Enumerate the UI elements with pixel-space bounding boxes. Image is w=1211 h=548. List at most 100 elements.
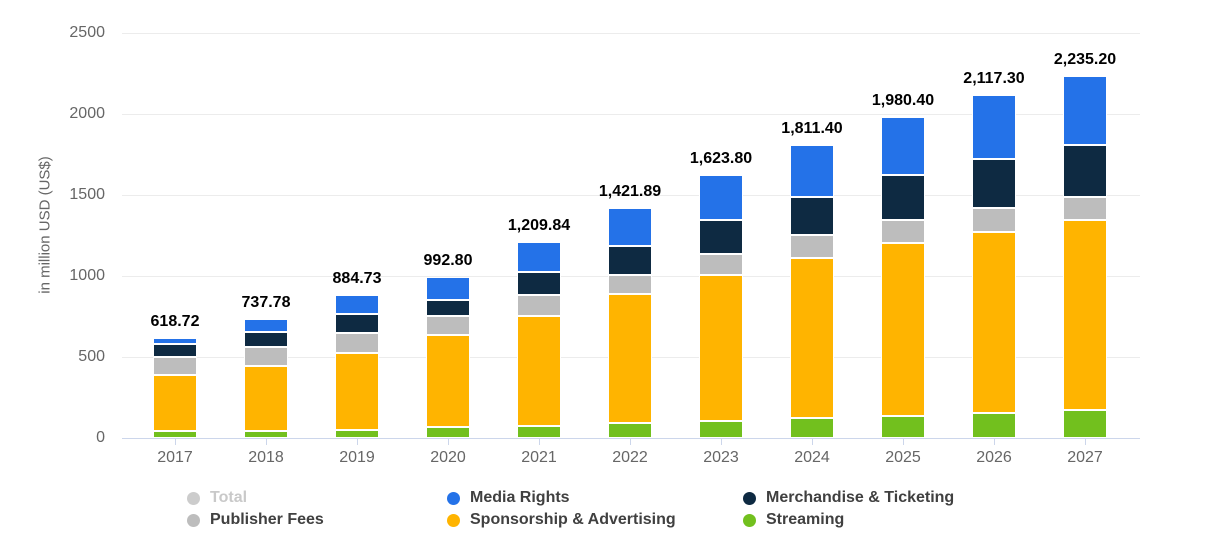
bar-segment-publisher-fees-2021[interactable]: [517, 295, 561, 317]
y-axis-tick-label: 2000: [69, 105, 105, 122]
bar-segment-streaming-2027[interactable]: [1063, 409, 1107, 438]
bar-segment-merchandise-ticketing-2020[interactable]: [426, 300, 470, 316]
bar-column-2025: [881, 117, 925, 438]
bar-segment-merchandise-ticketing-2027[interactable]: [1063, 144, 1107, 197]
x-axis-category-label: 2017: [157, 449, 193, 466]
bar-segment-publisher-fees-2027[interactable]: [1063, 196, 1107, 221]
bar-segment-merchandise-ticketing-2025[interactable]: [881, 174, 925, 221]
legend-item-sponsorship-advertising[interactable]: Sponsorship & Advertising: [447, 510, 676, 530]
bar-segment-sponsorship-advertising-2026[interactable]: [972, 232, 1016, 414]
bar-segment-sponsorship-advertising-2023[interactable]: [699, 275, 743, 421]
bar-segment-sponsorship-advertising-2025[interactable]: [881, 242, 925, 416]
bar-total-label: 1,980.40: [871, 92, 935, 110]
bar-segment-publisher-fees-2020[interactable]: [426, 315, 470, 336]
y-axis-tick-label: 1000: [69, 267, 105, 284]
bar-segment-media-rights-2024[interactable]: [790, 144, 834, 197]
bar-segment-publisher-fees-2026[interactable]: [972, 207, 1016, 233]
x-axis-category-label: 2026: [976, 449, 1012, 466]
bar-column-2022: [608, 207, 652, 438]
y-gridline: [122, 114, 1140, 115]
y-gridline: [122, 195, 1140, 196]
bar-segment-merchandise-ticketing-2018[interactable]: [244, 331, 288, 348]
bar-segment-media-rights-2022[interactable]: [608, 207, 652, 246]
bar-total-label: 2,117.30: [963, 70, 1025, 87]
x-axis-tick: [812, 438, 813, 445]
bar-segment-streaming-2023[interactable]: [699, 420, 743, 438]
bar-segment-merchandise-ticketing-2023[interactable]: [699, 219, 743, 255]
bar-segment-sponsorship-advertising-2022[interactable]: [608, 294, 652, 424]
legend-marker-total: [187, 491, 200, 505]
bar-segment-publisher-fees-2023[interactable]: [699, 254, 743, 276]
bar-segment-publisher-fees-2019[interactable]: [335, 332, 379, 353]
bar-segment-publisher-fees-2024[interactable]: [790, 235, 834, 258]
bar-total-label: 2,235.20: [1053, 50, 1117, 68]
bar-segment-sponsorship-advertising-2027[interactable]: [1063, 220, 1107, 410]
bar-segment-media-rights-2025[interactable]: [881, 117, 925, 175]
bar-segment-sponsorship-advertising-2018[interactable]: [244, 365, 288, 431]
bar-segment-media-rights-2026[interactable]: [972, 95, 1016, 160]
bar-segment-publisher-fees-2017[interactable]: [153, 356, 197, 375]
legend-marker-sponsorship-advertising: [447, 513, 460, 527]
bar-segment-publisher-fees-2025[interactable]: [881, 220, 925, 243]
x-axis-tick: [175, 438, 176, 445]
bar-segment-publisher-fees-2018[interactable]: [244, 347, 288, 366]
bar-segment-sponsorship-advertising-2021[interactable]: [517, 316, 561, 426]
bar-column-2017: [153, 337, 197, 438]
bar-segment-merchandise-ticketing-2017[interactable]: [153, 344, 197, 357]
bar-segment-media-rights-2018[interactable]: [244, 318, 288, 332]
y-axis-tick-label: 500: [78, 348, 105, 365]
bar-total-label: 1,811.40: [781, 119, 843, 137]
bar-column-2020: [426, 277, 470, 438]
bar-segment-media-rights-2019[interactable]: [335, 294, 379, 314]
bar-total-label: 1,421.89: [598, 182, 662, 200]
bar-segment-streaming-2018[interactable]: [244, 430, 288, 438]
legend-item-streaming[interactable]: Streaming: [743, 510, 844, 530]
bar-segment-streaming-2026[interactable]: [972, 413, 1016, 438]
bar-segment-media-rights-2021[interactable]: [517, 242, 561, 272]
bar-segment-merchandise-ticketing-2024[interactable]: [790, 196, 834, 236]
bar-segment-media-rights-2020[interactable]: [426, 277, 470, 301]
legend-marker-media-rights: [447, 491, 460, 505]
bar-column-2026: [972, 95, 1016, 438]
legend-item-total[interactable]: Total: [187, 488, 247, 508]
bar-segment-streaming-2020[interactable]: [426, 426, 470, 438]
legend-item-label: Media Rights: [470, 489, 570, 506]
bar-total-label: 884.73: [332, 269, 382, 287]
legend-item-label: Sponsorship & Advertising: [470, 511, 676, 528]
legend-item-publisher-fees[interactable]: Publisher Fees: [187, 510, 324, 530]
bar-segment-media-rights-2023[interactable]: [699, 174, 743, 220]
bar-segment-merchandise-ticketing-2019[interactable]: [335, 313, 379, 333]
bar-segment-sponsorship-advertising-2019[interactable]: [335, 352, 379, 430]
bar-total-label: 1,209.84: [507, 217, 571, 234]
x-axis-category-label: 2018: [248, 449, 284, 466]
bar-segment-streaming-2024[interactable]: [790, 418, 834, 438]
bar-segment-sponsorship-advertising-2020[interactable]: [426, 335, 470, 427]
bar-segment-streaming-2025[interactable]: [881, 415, 925, 438]
bar-segment-sponsorship-advertising-2024[interactable]: [790, 257, 834, 419]
legend-item-media-rights[interactable]: Media Rights: [447, 488, 570, 508]
bar-total-label: 992.80: [423, 252, 473, 270]
bar-column-2027: [1063, 75, 1107, 438]
bar-segment-sponsorship-advertising-2017[interactable]: [153, 374, 197, 431]
legend-item-merchandise-ticketing[interactable]: Merchandise & Ticketing: [743, 488, 954, 508]
bar-segment-streaming-2021[interactable]: [517, 425, 561, 438]
y-axis-tick-label: 1500: [69, 186, 105, 203]
bar-segment-merchandise-ticketing-2022[interactable]: [608, 245, 652, 275]
bar-segment-streaming-2022[interactable]: [608, 423, 652, 438]
legend-item-label: Streaming: [766, 511, 845, 528]
bar-column-2021: [517, 242, 561, 438]
bar-segment-media-rights-2017[interactable]: [153, 337, 197, 345]
bar-segment-media-rights-2027[interactable]: [1063, 75, 1107, 145]
bar-segment-streaming-2017[interactable]: [153, 430, 197, 438]
y-gridline: [122, 33, 1140, 34]
bar-segment-merchandise-ticketing-2026[interactable]: [972, 159, 1016, 208]
bar-segment-streaming-2019[interactable]: [335, 429, 379, 438]
bar-segment-merchandise-ticketing-2021[interactable]: [517, 271, 561, 296]
x-axis-category-label: 2022: [612, 449, 648, 466]
x-axis-category-label: 2024: [794, 449, 830, 466]
y-axis-tick-label: 2500: [69, 24, 105, 41]
bar-column-2023: [699, 174, 743, 438]
bar-segment-publisher-fees-2022[interactable]: [608, 274, 652, 295]
bar-column-2018: [244, 318, 288, 438]
